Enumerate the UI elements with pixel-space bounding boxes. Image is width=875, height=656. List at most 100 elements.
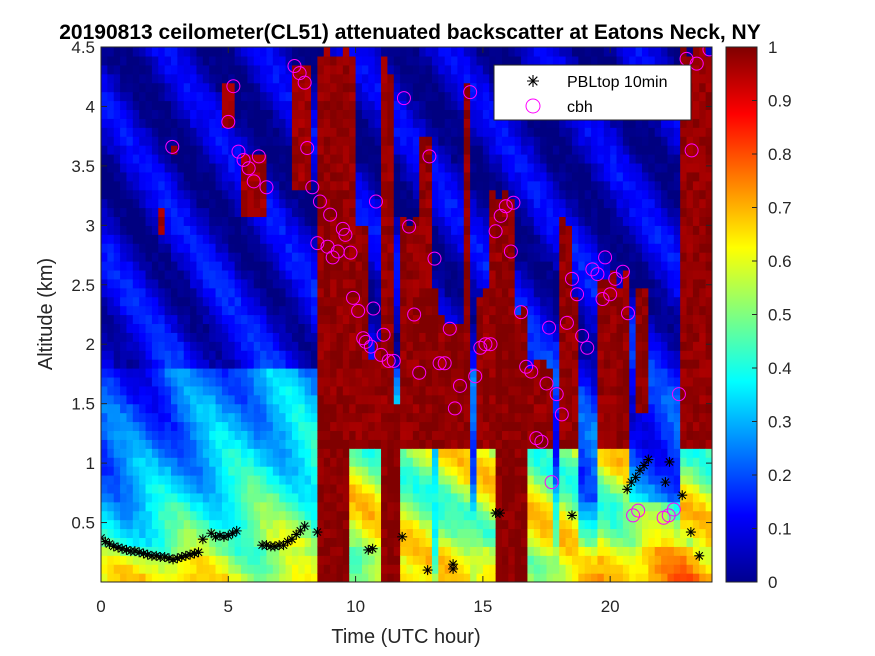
heatmap-cell <box>291 154 299 164</box>
heatmap-cell <box>164 47 172 57</box>
heatmap-cell <box>139 171 147 182</box>
heatmap-cell <box>113 403 121 414</box>
heatmap-cell <box>260 171 268 182</box>
heatmap-cell <box>323 109 331 119</box>
heatmap-cell <box>482 252 490 262</box>
heatmap-cell <box>508 314 516 325</box>
heatmap-cell <box>393 145 401 155</box>
heatmap-cell <box>565 466 573 476</box>
heatmap-cell <box>552 216 560 226</box>
heatmap-cell <box>253 412 261 423</box>
heatmap-cell <box>552 278 560 289</box>
heatmap-cell <box>412 350 420 360</box>
heatmap-cell <box>132 216 140 226</box>
heatmap-cell <box>387 100 395 111</box>
heatmap-cell <box>406 439 414 449</box>
heatmap-cell <box>610 466 618 476</box>
heatmap-cell <box>381 171 388 182</box>
heatmap-cell <box>139 118 147 128</box>
heatmap-cell <box>482 73 490 84</box>
heatmap-cell <box>272 154 280 164</box>
heatmap-cell <box>603 171 611 182</box>
heatmap-cell <box>393 82 401 93</box>
heatmap-cell <box>495 528 503 539</box>
heatmap-cell <box>221 448 229 458</box>
heatmap-cell <box>476 198 484 209</box>
heatmap-cell <box>323 439 331 449</box>
heatmap-cell <box>107 368 115 378</box>
heatmap-cell <box>171 269 178 280</box>
heatmap-cell <box>451 55 459 66</box>
heatmap-cell <box>317 528 325 539</box>
heatmap-cell <box>342 305 350 316</box>
heatmap-cell <box>622 564 630 574</box>
heatmap-cell <box>457 118 465 128</box>
heatmap-cell <box>304 171 312 182</box>
heatmap-cell <box>120 55 128 66</box>
heatmap-cell <box>412 154 420 164</box>
heatmap-cell <box>164 82 172 93</box>
heatmap-cell <box>457 252 465 262</box>
heatmap-cell <box>610 457 618 467</box>
heatmap-cell <box>158 341 166 351</box>
heatmap-cell <box>158 510 166 521</box>
heatmap-cell <box>361 234 369 244</box>
heatmap-cell <box>151 332 159 342</box>
heatmap-cell <box>190 55 198 66</box>
heatmap-cell <box>368 457 376 467</box>
heatmap-cell <box>501 466 509 476</box>
heatmap-cell <box>463 501 471 512</box>
heatmap-cell <box>361 287 369 298</box>
heatmap-cell <box>501 403 509 414</box>
heatmap-cell <box>457 439 465 449</box>
heatmap-cell <box>457 510 465 521</box>
heatmap-cell <box>234 528 242 539</box>
heatmap-cell <box>317 73 325 84</box>
heatmap-cell <box>610 234 618 244</box>
heatmap-cell <box>400 189 408 200</box>
heatmap-cell <box>406 305 414 316</box>
heatmap-cell <box>139 475 147 485</box>
heatmap-cell <box>419 243 427 253</box>
heatmap-cell <box>113 171 121 182</box>
heatmap-cell <box>336 261 344 271</box>
heatmap-cell <box>597 305 605 316</box>
heatmap-cell <box>177 475 185 485</box>
heatmap-cell <box>234 314 242 325</box>
heatmap-cell <box>196 341 204 351</box>
heatmap-cell <box>228 430 236 440</box>
heatmap-cell <box>603 55 611 66</box>
heatmap-cell <box>171 47 178 57</box>
heatmap-cell <box>253 127 261 137</box>
heatmap-cell <box>279 546 287 556</box>
heatmap-cell <box>355 314 363 325</box>
heatmap-cell <box>330 501 338 512</box>
heatmap-cell <box>412 341 420 351</box>
heatmap-cell <box>228 216 236 226</box>
heatmap-cell <box>107 466 115 476</box>
heatmap-cell <box>304 564 312 574</box>
heatmap-cell <box>164 314 172 325</box>
heatmap-cell <box>603 430 611 440</box>
heatmap-cell <box>120 421 128 432</box>
heatmap-cell <box>279 359 287 369</box>
heatmap-cell <box>514 234 522 244</box>
heatmap-cell <box>349 341 357 351</box>
heatmap-cell <box>412 483 420 494</box>
heatmap-cell <box>584 564 592 574</box>
heatmap-cell <box>221 501 229 512</box>
heatmap-cell <box>438 448 446 458</box>
heatmap-cell <box>476 305 484 316</box>
heatmap-cell <box>228 323 236 333</box>
heatmap-cell <box>279 448 287 458</box>
heatmap-cell <box>260 332 268 342</box>
heatmap-cell <box>381 457 388 467</box>
heatmap-cell <box>101 154 108 164</box>
heatmap-cell <box>183 421 191 432</box>
heatmap-cell <box>368 287 376 298</box>
heatmap-cell <box>272 368 280 378</box>
heatmap-cell <box>508 376 516 387</box>
heatmap-cell <box>221 127 229 137</box>
heatmap-cell <box>228 127 236 137</box>
heatmap-cell <box>521 189 529 200</box>
